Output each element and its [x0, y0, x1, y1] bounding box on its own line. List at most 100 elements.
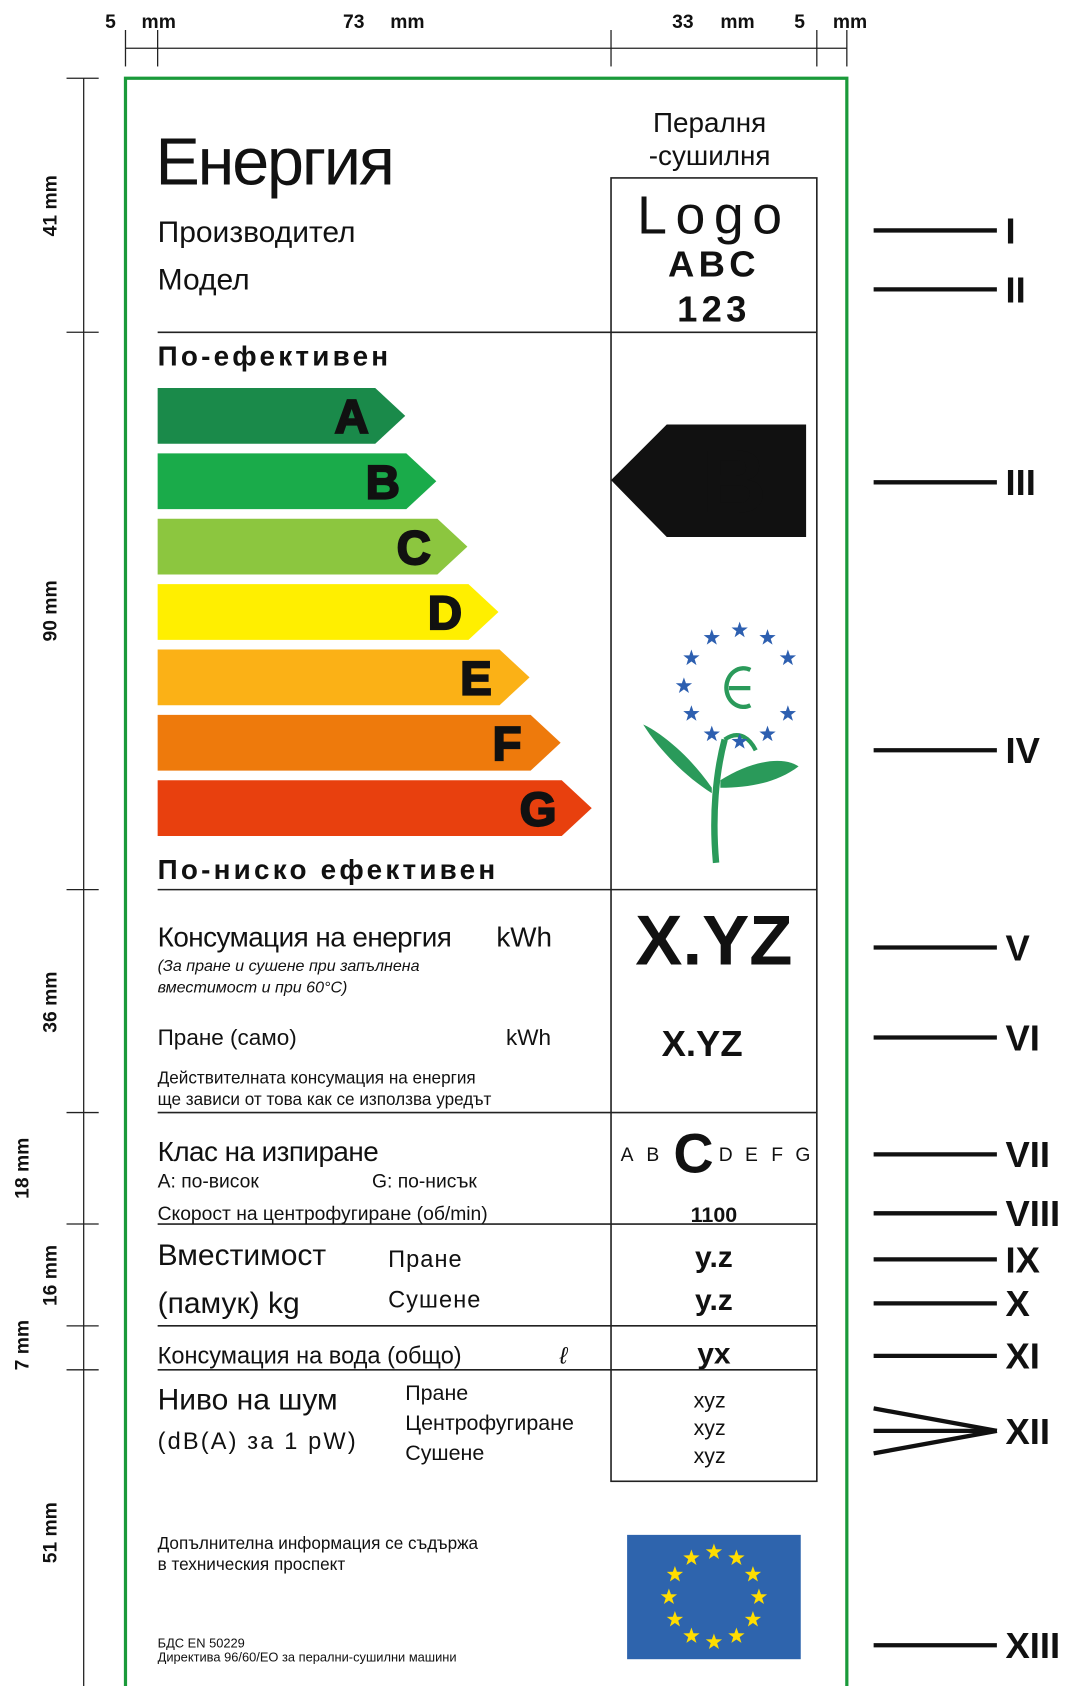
- label-text: По-ефективен: [158, 340, 392, 371]
- wash-class-letter: D: [719, 1145, 733, 1166]
- label-text: G: по-нисък: [372, 1172, 477, 1193]
- label-text: Пране (само): [158, 1025, 297, 1050]
- callout-label: IX: [1005, 1239, 1039, 1280]
- dimension-label: 73: [343, 12, 365, 33]
- label-text: Модел: [158, 263, 250, 296]
- star: [759, 629, 775, 644]
- star: [780, 705, 796, 721]
- dimension-label: mm: [142, 12, 176, 33]
- wash-class-letter: F: [771, 1145, 783, 1166]
- wash-class-letter: G: [795, 1145, 810, 1166]
- label-text: Пералня: [653, 107, 766, 138]
- label-text: По-ниско ефективен: [158, 854, 499, 885]
- label-text: y.z: [695, 1284, 733, 1317]
- star: [732, 622, 748, 638]
- dimension-label: mm: [720, 12, 754, 33]
- callout-line: [874, 1431, 997, 1454]
- label-text: kWh: [506, 1025, 551, 1050]
- label-text: xyz: [694, 1388, 726, 1412]
- label-text: в техническия проспект: [158, 1554, 346, 1574]
- label-text: -сушилня: [649, 140, 771, 171]
- class-letter: C: [397, 521, 431, 574]
- label-text: Вместимост: [158, 1239, 327, 1272]
- star: [683, 705, 699, 721]
- label-text: yx: [697, 1337, 731, 1370]
- label-text: Сушене: [405, 1441, 484, 1465]
- logo: Logo: [637, 186, 791, 246]
- wash-class-letter: A: [621, 1145, 634, 1166]
- label-text: y.z: [695, 1241, 733, 1274]
- wash-class-letter: E: [745, 1145, 758, 1166]
- callout-label: VIII: [1005, 1193, 1060, 1234]
- callout-label: XII: [1005, 1411, 1050, 1452]
- page: 5mm73mm33mm5mm41 mm90 mm36 mm18 mm16 mm7…: [0, 0, 1072, 1686]
- callout-label: X: [1005, 1283, 1029, 1324]
- dimension-label: 41 mm: [41, 175, 62, 236]
- label-text: Ниво на шум: [158, 1383, 338, 1416]
- title: Енергия: [155, 125, 392, 199]
- dimension-label: 90 mm: [41, 580, 62, 641]
- label-text: (dB(A) за 1 pW): [158, 1428, 358, 1454]
- label-text: 1100: [691, 1203, 738, 1227]
- label-text: xyz: [694, 1416, 726, 1440]
- label-text: Пране: [405, 1381, 468, 1405]
- star: [759, 726, 775, 742]
- label-text: БДС EN 50229: [158, 1635, 245, 1650]
- label-text: (памук) kg: [158, 1287, 300, 1320]
- energy-label-diagram: 5mm73mm33mm5mm41 mm90 mm36 mm18 mm16 mm7…: [0, 0, 1072, 1686]
- dimension-label: 7 mm: [13, 1320, 34, 1370]
- rating-letter: B: [702, 431, 767, 532]
- callout-label: I: [1005, 210, 1015, 251]
- wash-class-letter: B: [646, 1145, 659, 1166]
- label-text: Производител: [158, 216, 356, 249]
- label-text: Центрофугиране: [405, 1411, 574, 1435]
- callout-label: III: [1005, 462, 1035, 503]
- callout-label: XIII: [1005, 1625, 1060, 1666]
- dimension-label: 51 mm: [41, 1502, 62, 1563]
- label-text: kWh: [496, 921, 552, 952]
- star: [704, 629, 720, 644]
- star: [676, 677, 692, 693]
- logo: 123: [677, 289, 751, 330]
- callout-label: VII: [1005, 1134, 1050, 1175]
- label-text: вместимост и при 60°C): [158, 979, 348, 997]
- logo: ABC: [668, 244, 760, 285]
- label-text: Скорост на центрофугиране (об/min): [158, 1204, 488, 1225]
- label-text: Пране: [388, 1246, 463, 1272]
- class-letter: F: [493, 717, 522, 770]
- eco-flower: [643, 622, 798, 863]
- label-text: Допълнителна информация се съдържа: [158, 1533, 479, 1553]
- star: [780, 650, 796, 666]
- callout-label: IV: [1005, 730, 1040, 771]
- callout-label: II: [1005, 269, 1025, 310]
- callout-label: V: [1005, 927, 1030, 968]
- label-text: ще зависи от това как се използва уредът: [158, 1089, 492, 1109]
- label-text: xyz: [694, 1444, 726, 1468]
- class-letter: E: [460, 652, 491, 705]
- class-letter: G: [520, 782, 557, 835]
- dimension-label: mm: [390, 12, 424, 33]
- callout-lines: [874, 230, 997, 1645]
- star: [683, 650, 699, 666]
- label-text: Сушене: [388, 1287, 481, 1313]
- label-text: Клас на изпиране: [158, 1136, 379, 1167]
- class-letter: A: [335, 390, 369, 443]
- eu-flag: [627, 1535, 801, 1659]
- label-text: ℓ: [559, 1342, 569, 1368]
- label-text: Консумация на вода (общо): [158, 1342, 462, 1368]
- dimension-label: 5: [105, 12, 116, 33]
- label-text: (За пране и сушене при запълнена: [158, 957, 420, 975]
- wash-class-letter: C: [673, 1123, 713, 1185]
- dimension-label: 18 mm: [13, 1138, 34, 1199]
- class-letter: D: [428, 586, 462, 639]
- label-text: Консумация на енергия: [158, 921, 452, 952]
- label-text: X.YZ: [635, 901, 792, 980]
- callout-label: VI: [1005, 1017, 1039, 1058]
- dimension-label: 5: [794, 12, 805, 33]
- label-text: X.YZ: [662, 1023, 743, 1064]
- dimension-label: 16 mm: [41, 1245, 62, 1306]
- label-text: Директива 96/60/ЕО за перални-сушилни ма…: [158, 1649, 457, 1664]
- star: [704, 726, 720, 742]
- label-text: Действителната консумация на енергия: [158, 1068, 476, 1088]
- label-text: A: по-висок: [158, 1172, 260, 1193]
